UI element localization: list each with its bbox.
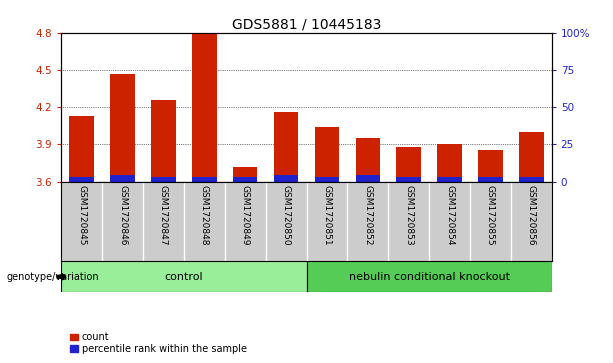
Bar xyxy=(69,116,94,182)
Bar xyxy=(478,176,503,182)
Bar xyxy=(233,176,257,182)
Text: GSM1720847: GSM1720847 xyxy=(159,185,168,246)
Text: GSM1720853: GSM1720853 xyxy=(404,185,413,246)
Bar xyxy=(110,74,135,182)
Bar xyxy=(519,176,544,182)
Title: GDS5881 / 10445183: GDS5881 / 10445183 xyxy=(232,17,381,32)
Bar xyxy=(274,112,299,182)
Bar xyxy=(397,176,421,182)
Text: genotype/variation: genotype/variation xyxy=(6,272,99,282)
Bar xyxy=(274,175,299,182)
Bar xyxy=(151,176,176,182)
Text: nebulin conditional knockout: nebulin conditional knockout xyxy=(349,272,509,282)
Bar xyxy=(192,34,216,182)
Text: GSM1720845: GSM1720845 xyxy=(77,185,86,246)
Bar xyxy=(69,176,94,182)
Bar xyxy=(192,176,216,182)
Bar xyxy=(356,175,380,182)
Bar xyxy=(233,167,257,182)
Text: GSM1720855: GSM1720855 xyxy=(486,185,495,246)
Text: GSM1720854: GSM1720854 xyxy=(445,185,454,246)
Bar xyxy=(437,144,462,182)
Text: GSM1720850: GSM1720850 xyxy=(281,185,291,246)
Bar xyxy=(110,175,135,182)
Text: GSM1720851: GSM1720851 xyxy=(322,185,332,246)
Bar xyxy=(519,132,544,182)
Bar xyxy=(478,151,503,182)
Bar xyxy=(356,138,380,182)
Bar xyxy=(437,176,462,182)
Bar xyxy=(397,147,421,182)
Bar xyxy=(151,100,176,182)
Legend: count, percentile rank within the sample: count, percentile rank within the sample xyxy=(66,329,251,358)
Text: control: control xyxy=(164,272,204,282)
Text: GSM1720852: GSM1720852 xyxy=(364,185,372,246)
Text: GSM1720856: GSM1720856 xyxy=(527,185,536,246)
Bar xyxy=(306,261,552,292)
Bar xyxy=(314,127,339,182)
Text: GSM1720846: GSM1720846 xyxy=(118,185,127,246)
Text: GSM1720849: GSM1720849 xyxy=(241,185,249,246)
Text: GSM1720848: GSM1720848 xyxy=(200,185,209,246)
Bar xyxy=(314,176,339,182)
Bar xyxy=(61,261,306,292)
